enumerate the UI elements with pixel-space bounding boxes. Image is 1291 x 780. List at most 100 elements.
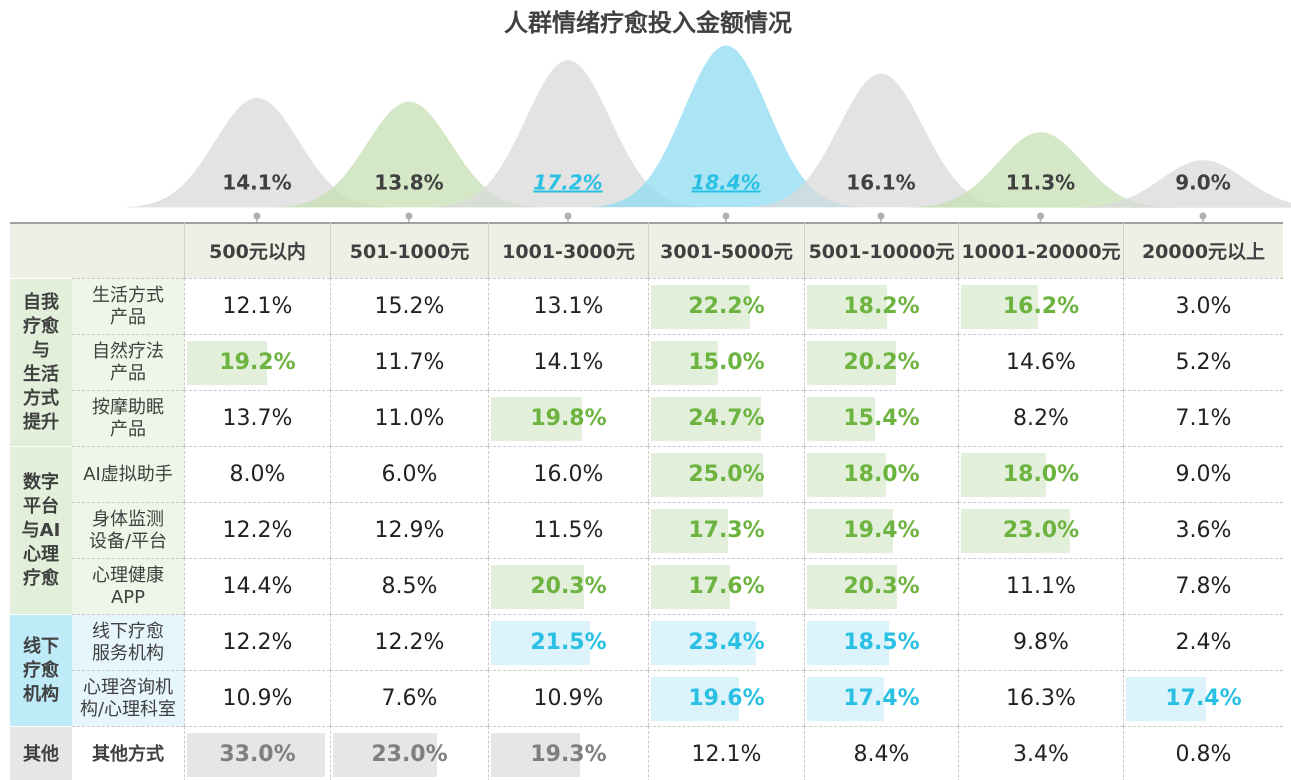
cell-value: 19.6% xyxy=(688,686,765,711)
cell-value: 20.2% xyxy=(843,350,920,375)
table-cell: 11.1% xyxy=(958,558,1123,614)
cell-value: 21.5% xyxy=(530,630,607,655)
bell xyxy=(433,60,703,208)
cell-bar xyxy=(651,285,751,329)
cell-value: 11.7% xyxy=(374,350,445,375)
cell-value: 23.0% xyxy=(371,742,448,767)
table-cell: 23.0% xyxy=(330,726,488,780)
row-label-line: 服务机构 xyxy=(92,642,164,664)
bell xyxy=(1068,160,1291,208)
cell-value: 18.0% xyxy=(843,462,920,487)
table-cell: 12.2% xyxy=(184,614,330,670)
cell-value: 11.1% xyxy=(1006,574,1076,599)
table-cell: 20.3% xyxy=(488,558,648,614)
table-cell: 23.4% xyxy=(648,614,804,670)
table-cell: 16.0% xyxy=(488,446,648,502)
table-cell: 11.5% xyxy=(488,502,648,558)
table-cell: 13.1% xyxy=(488,278,648,334)
cell-bar xyxy=(807,509,893,553)
row-label-line: 心理健康 xyxy=(92,564,164,586)
table-cell: 17.4% xyxy=(1123,670,1283,726)
cell-value: 22.2% xyxy=(688,294,765,319)
group-label-line: 线下 xyxy=(23,635,59,657)
row-label-line: APP xyxy=(110,586,146,608)
cell-value: 12.2% xyxy=(222,630,293,655)
column-header: 1001-3000元 xyxy=(488,222,648,278)
table-cell: 12.2% xyxy=(330,614,488,670)
value-label: 18.4% xyxy=(691,171,760,195)
row-label-line: AI虚拟助手 xyxy=(83,463,173,485)
cell-value: 16.2% xyxy=(1002,294,1080,319)
table-cell: 15.4% xyxy=(804,390,958,446)
cell-bar xyxy=(961,453,1047,497)
row-label-line: 身体监测 xyxy=(92,508,164,530)
cell-value: 24.7% xyxy=(688,406,765,431)
cell-value: 20.3% xyxy=(843,574,920,599)
group-label-line: 数字 xyxy=(23,471,59,493)
cell-bar xyxy=(807,397,875,441)
table-cell: 18.0% xyxy=(804,446,958,502)
row-label: 身体监测 设备/平台 xyxy=(72,502,184,558)
column-header: 5001-10000元 xyxy=(804,222,958,278)
connector-dot xyxy=(564,212,572,220)
group-label-line: 其他 xyxy=(23,743,59,765)
table-cell: 0.8% xyxy=(1123,726,1283,780)
cell-value: 18.2% xyxy=(843,294,920,319)
table-cell: 14.6% xyxy=(958,334,1123,390)
table-cell: 15.2% xyxy=(330,278,488,334)
cell-value: 17.4% xyxy=(843,686,920,711)
value-label: 9.0% xyxy=(1175,171,1230,195)
column-header: 20000元以上 xyxy=(1123,222,1283,278)
cell-bar xyxy=(651,397,762,441)
cell-value: 12.9% xyxy=(374,518,445,543)
group-label-line: 疗愈 xyxy=(23,659,59,681)
cell-value: 9.0% xyxy=(1175,462,1232,487)
row-label-line: 心理咨询机 xyxy=(83,676,173,698)
group-label: 数字 平台 与AI 心理 疗愈 xyxy=(10,446,72,614)
value-label: 16.1% xyxy=(846,171,915,195)
cell-value: 16.0% xyxy=(533,462,604,487)
cell-value: 8.5% xyxy=(381,574,438,599)
row-label-line: 自然疗法 xyxy=(92,340,164,362)
connector-dot xyxy=(1199,212,1207,220)
group-label-line: 平台 xyxy=(23,495,59,517)
row-label-line: 设备/平台 xyxy=(88,530,168,552)
cell-bar xyxy=(807,285,888,329)
cell-value: 7.1% xyxy=(1175,406,1232,431)
row-label-line: 其他方式 xyxy=(92,743,164,765)
table-cell: 20.2% xyxy=(804,334,958,390)
group-label-line: 心理 xyxy=(23,543,59,565)
value-label: 14.1% xyxy=(222,171,291,195)
cell-value: 14.1% xyxy=(533,350,604,375)
cell-bar xyxy=(333,733,438,777)
row-label-line: 产品 xyxy=(110,306,146,328)
row-label-line: 生活方式 xyxy=(92,284,164,306)
row-label-line: 按摩助眠 xyxy=(92,396,164,418)
table-cell: 17.6% xyxy=(648,558,804,614)
cell-bar xyxy=(807,677,884,721)
cell-value: 33.0% xyxy=(219,742,296,767)
cell-bar xyxy=(807,453,887,497)
table-cell: 14.4% xyxy=(184,558,330,614)
header-row xyxy=(10,222,1283,278)
table-cell: 3.0% xyxy=(1123,278,1283,334)
cell-value: 13.1% xyxy=(533,294,604,319)
cell-value: 5.2% xyxy=(1175,350,1232,375)
cell-value: 7.8% xyxy=(1175,574,1232,599)
group-label-line: 方式 xyxy=(23,387,59,409)
table-cell: 11.0% xyxy=(330,390,488,446)
cell-value: 23.4% xyxy=(688,630,765,655)
table-cell: 8.5% xyxy=(330,558,488,614)
table-cell: 17.4% xyxy=(804,670,958,726)
table-cell: 3.4% xyxy=(958,726,1123,780)
cell-value: 25.0% xyxy=(688,462,765,487)
table-cell: 8.0% xyxy=(184,446,330,502)
group-label-line: 提升 xyxy=(23,411,59,433)
table-cell: 10.9% xyxy=(184,670,330,726)
cell-value: 17.4% xyxy=(1165,686,1242,711)
cell-value: 15.0% xyxy=(688,350,765,375)
cell-bar xyxy=(651,341,719,385)
group-label-line: 生活 xyxy=(23,363,59,385)
table-cell: 6.0% xyxy=(330,446,488,502)
